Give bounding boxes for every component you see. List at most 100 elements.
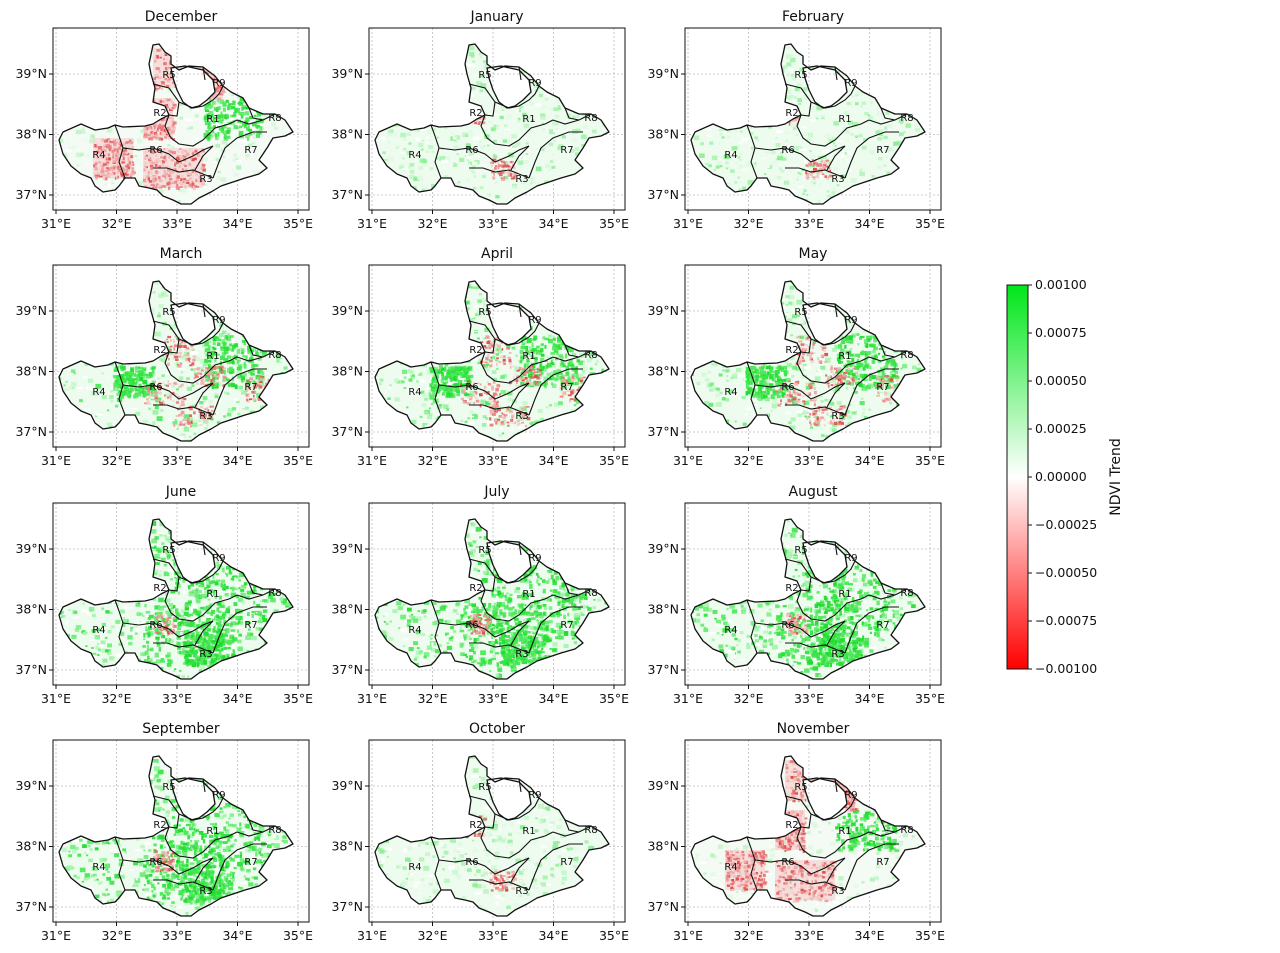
- x-tick-label: 33°E: [478, 928, 508, 943]
- region-label: R4: [92, 150, 105, 161]
- x-tick-label: 33°E: [794, 453, 824, 468]
- x-tick-label: 34°E: [222, 216, 252, 231]
- colorbar-tick-label: −0.00075: [1035, 613, 1097, 628]
- region-label: R6: [465, 857, 478, 868]
- y-tick-label: 38°N: [331, 839, 363, 854]
- x-tick-label: 34°E: [538, 691, 568, 706]
- study-area-outline: [690, 43, 926, 205]
- region-label: R7: [876, 857, 889, 868]
- x-tick-label: 32°E: [101, 216, 131, 231]
- x-tick-label: 34°E: [222, 691, 252, 706]
- axis-ticks: 31°E 32°E 33°E 34°E 35°E 39°N 38°N 37°N: [647, 541, 945, 706]
- region-label: R7: [560, 382, 573, 393]
- axis-ticks: 31°E 32°E 33°E 34°E 35°E 39°N 38°N 37°N: [331, 541, 629, 706]
- region-label: R9: [528, 790, 541, 801]
- region-label: R6: [149, 145, 162, 156]
- region-label: R8: [584, 825, 597, 836]
- y-tick-label: 38°N: [331, 127, 363, 142]
- x-tick-label: 31°E: [357, 453, 387, 468]
- region-label: R8: [268, 825, 281, 836]
- x-tick-label: 34°E: [222, 928, 252, 943]
- panel-title: February: [782, 9, 844, 25]
- colorbar-tick-label: 0.00050: [1035, 373, 1087, 388]
- study-area-outline: [58, 755, 294, 917]
- y-tick-label: 38°N: [331, 364, 363, 379]
- region-label: R3: [515, 649, 528, 660]
- axis-ticks: 31°E 32°E 33°E 34°E 35°E 39°N 38°N 37°N: [647, 778, 945, 943]
- study-area-outline: [58, 518, 294, 680]
- x-tick-label: 35°E: [283, 216, 313, 231]
- region-label: R4: [408, 150, 421, 161]
- axis-ticks: 31°E 32°E 33°E 34°E 35°E 39°N 38°N 37°N: [331, 778, 629, 943]
- x-tick-label: 32°E: [101, 453, 131, 468]
- region-boundaries: [746, 303, 908, 416]
- region-label: R3: [831, 649, 844, 660]
- y-tick-label: 38°N: [15, 127, 47, 142]
- x-tick-label: 31°E: [357, 928, 387, 943]
- map-panel: January R1 R2 R3 R4 R5 R6 R7 R8 R9 31°E 32°E 33°E 34°…: [331, 9, 629, 231]
- x-tick-label: 32°E: [417, 928, 447, 943]
- region-label: R6: [149, 620, 162, 631]
- y-tick-label: 39°N: [647, 541, 679, 556]
- x-tick-label: 33°E: [162, 453, 192, 468]
- x-tick-label: 34°E: [854, 928, 884, 943]
- region-label: R7: [244, 857, 257, 868]
- x-tick-label: 33°E: [478, 453, 508, 468]
- panel-title: May: [799, 246, 828, 262]
- region-label: R9: [212, 790, 225, 801]
- study-area-outline: [690, 518, 926, 680]
- region-label: R6: [781, 620, 794, 631]
- map-panel: May R1 R2 R3 R4 R5 R6 R7 R8 R9 31°E 32°E 33°E 34°E 35°…: [647, 246, 945, 468]
- region-label: R3: [515, 886, 528, 897]
- x-tick-label: 34°E: [538, 216, 568, 231]
- region-label: R8: [584, 350, 597, 361]
- y-tick-label: 39°N: [331, 778, 363, 793]
- study-area-outline: [58, 43, 294, 205]
- y-tick-label: 38°N: [647, 602, 679, 617]
- colorbar-tick-label: −0.00050: [1035, 565, 1097, 580]
- panel-frame: [52, 264, 310, 448]
- region-label: R8: [584, 113, 597, 124]
- y-tick-label: 39°N: [647, 778, 679, 793]
- region-label: R9: [844, 78, 857, 89]
- x-tick-label: 31°E: [673, 928, 703, 943]
- x-tick-label: 33°E: [162, 691, 192, 706]
- region-label: R1: [522, 589, 535, 600]
- region-label: R9: [844, 553, 857, 564]
- y-tick-label: 37°N: [647, 662, 679, 677]
- region-label: R2: [469, 345, 482, 356]
- y-tick-label: 38°N: [331, 602, 363, 617]
- x-tick-label: 33°E: [794, 216, 824, 231]
- colorbar-tick-label: 0.00025: [1035, 421, 1087, 436]
- region-boundaries: [746, 66, 908, 179]
- region-label: R4: [408, 387, 421, 398]
- region-label: R7: [560, 857, 573, 868]
- region-label: R2: [785, 583, 798, 594]
- panel-frame: [52, 739, 310, 923]
- map-panel: December R1 R2 R3 R4 R5 R6 R7 R8 R9 31°E 32°E 33°E 34…: [15, 9, 313, 231]
- panel-frame: [368, 27, 626, 211]
- axis-ticks: 31°E 32°E 33°E 34°E 35°E 39°N 38°N 37°N: [15, 66, 313, 231]
- y-tick-label: 39°N: [647, 66, 679, 81]
- colorbar-gradient: [1006, 284, 1029, 670]
- panel-title: April: [481, 246, 513, 262]
- x-tick-label: 35°E: [915, 928, 945, 943]
- x-tick-label: 33°E: [162, 928, 192, 943]
- x-tick-label: 32°E: [733, 928, 763, 943]
- region-label: R7: [876, 382, 889, 393]
- study-area-outline: [58, 280, 294, 442]
- map-panel: August R1 R2 R3 R4 R5 R6 R7 R8 R9 31°E 32°E 33°E 34°E…: [647, 484, 945, 706]
- region-label: R1: [206, 826, 219, 837]
- region-label: R4: [724, 625, 737, 636]
- x-tick-label: 31°E: [41, 216, 71, 231]
- panel-title: October: [469, 721, 525, 737]
- x-tick-label: 35°E: [283, 691, 313, 706]
- y-tick-label: 37°N: [15, 187, 47, 202]
- y-tick-label: 39°N: [647, 303, 679, 318]
- panel-frame: [684, 739, 942, 923]
- map-panel: June R1 R2 R3 R4 R5 R6 R7 R8 R9 31°E 32°E 33°E 34°E 35…: [15, 484, 313, 706]
- region-label: R8: [268, 350, 281, 361]
- x-tick-label: 31°E: [357, 691, 387, 706]
- region-label: R3: [199, 174, 212, 185]
- region-label: R9: [528, 315, 541, 326]
